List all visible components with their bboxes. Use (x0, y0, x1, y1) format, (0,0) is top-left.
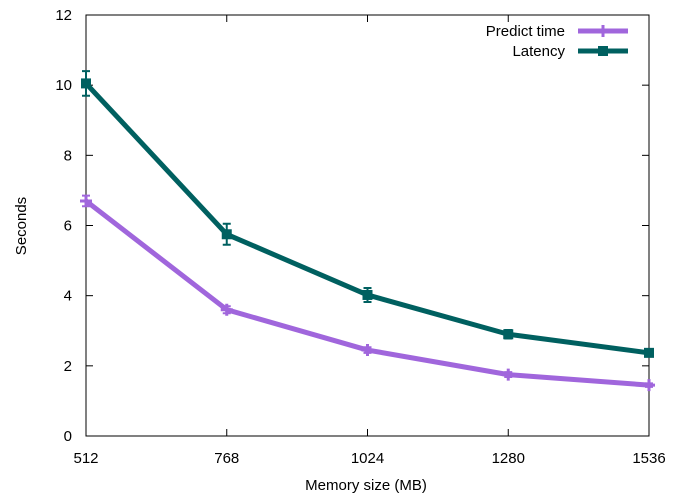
y-tick-label: 4 (64, 288, 72, 305)
series-1 (81, 70, 654, 358)
plot-axes (85, 14, 650, 437)
x-tick-label: 1024 (351, 450, 384, 467)
y-tick-label: 6 (64, 218, 72, 235)
series-line (84, 81, 650, 356)
predict-time-point (220, 303, 233, 316)
plot-frame (85, 14, 650, 437)
predict-time-point (597, 25, 609, 37)
y-tick-label: 0 (64, 428, 72, 445)
legend-label: Predict time (486, 23, 565, 40)
x-tick-label: 1280 (492, 450, 525, 467)
y-axis-label: Seconds (13, 197, 30, 255)
series-group (80, 70, 655, 392)
predict-time-point (643, 379, 655, 392)
legend: Predict time Latency (486, 23, 628, 60)
y-tick-label: 12 (55, 7, 72, 24)
latency-point (598, 46, 608, 56)
latency-point (221, 229, 232, 240)
y-tick-label: 2 (64, 358, 72, 375)
predict-time-point (502, 368, 515, 381)
predict-time-point (80, 194, 92, 207)
predict-time-point (361, 344, 374, 357)
latency-point (362, 289, 373, 300)
latency-point (503, 329, 514, 340)
x-tick-label: 512 (73, 450, 98, 467)
y-tick-label: 8 (64, 147, 72, 164)
axis-ticks: 0 2 4 6 8 10 12 512 768 1024 1280 1536 (55, 7, 665, 467)
latency-point (644, 347, 654, 358)
y-tick-label: 10 (55, 77, 72, 94)
legend-label: Latency (512, 43, 565, 60)
x-axis-label: Memory size (MB) (305, 477, 427, 494)
x-tick-label: 1536 (632, 450, 665, 467)
x-tick-label: 768 (214, 450, 239, 467)
series-0 (80, 194, 655, 392)
latency-point (81, 78, 91, 89)
